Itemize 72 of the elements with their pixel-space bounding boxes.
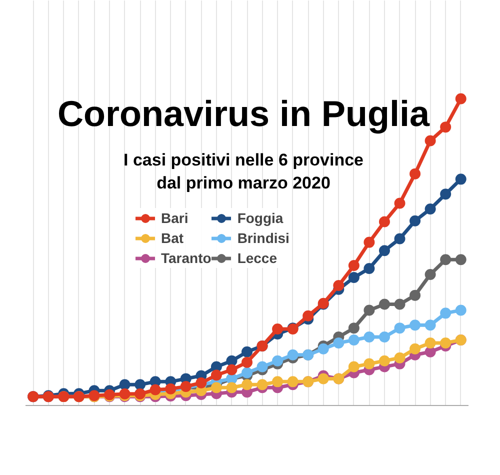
point bbox=[440, 308, 452, 319]
point bbox=[378, 332, 390, 342]
point bbox=[378, 298, 390, 310]
point bbox=[455, 93, 466, 104]
point bbox=[302, 310, 314, 322]
legend-label: Foggia bbox=[237, 210, 284, 226]
point bbox=[287, 376, 298, 388]
point bbox=[333, 280, 344, 291]
point bbox=[134, 379, 146, 390]
point bbox=[348, 361, 360, 372]
legend-label: Brindisi bbox=[237, 230, 290, 246]
point bbox=[455, 174, 466, 185]
point bbox=[242, 367, 252, 378]
legend-label: Bari bbox=[161, 210, 188, 226]
point bbox=[424, 268, 436, 280]
point bbox=[348, 334, 360, 346]
point bbox=[410, 290, 421, 301]
point bbox=[150, 384, 161, 396]
point bbox=[455, 304, 466, 316]
point bbox=[394, 352, 406, 364]
point bbox=[378, 245, 390, 256]
point bbox=[242, 379, 252, 390]
point bbox=[410, 343, 421, 354]
point bbox=[410, 320, 421, 331]
point bbox=[440, 254, 452, 266]
point bbox=[210, 370, 222, 381]
point bbox=[394, 322, 406, 334]
chart-title: Coronavirus in Puglia bbox=[57, 93, 431, 134]
point bbox=[440, 337, 452, 348]
point bbox=[440, 188, 452, 200]
point bbox=[440, 122, 452, 133]
point bbox=[256, 379, 268, 390]
point bbox=[348, 272, 360, 283]
point bbox=[210, 382, 222, 394]
point bbox=[424, 337, 436, 348]
point bbox=[348, 260, 360, 272]
point bbox=[410, 168, 421, 180]
point bbox=[119, 379, 130, 390]
point bbox=[364, 304, 375, 316]
legend-label: Taranto bbox=[161, 250, 212, 266]
point bbox=[318, 373, 329, 384]
legend-label: Bat bbox=[161, 230, 184, 246]
point bbox=[394, 198, 406, 209]
point bbox=[424, 346, 436, 358]
point bbox=[378, 355, 390, 366]
point bbox=[364, 332, 375, 342]
point bbox=[364, 236, 375, 248]
point bbox=[226, 382, 238, 394]
point bbox=[394, 233, 406, 244]
point bbox=[424, 320, 436, 331]
point bbox=[256, 361, 268, 372]
point bbox=[272, 376, 284, 388]
point bbox=[242, 356, 252, 368]
point bbox=[287, 349, 298, 360]
point bbox=[333, 337, 344, 348]
point bbox=[348, 322, 360, 334]
point bbox=[226, 364, 238, 376]
point bbox=[272, 355, 284, 366]
point bbox=[378, 216, 390, 228]
point bbox=[394, 298, 406, 310]
point bbox=[424, 135, 436, 146]
point bbox=[410, 215, 421, 226]
point bbox=[318, 343, 329, 354]
point bbox=[272, 323, 284, 334]
point bbox=[242, 346, 252, 358]
text: I casi positivi nelle 6 province dal primo marzo 2020 bbox=[124, 150, 364, 192]
point bbox=[424, 203, 436, 214]
point bbox=[364, 263, 375, 274]
point bbox=[226, 355, 238, 366]
point bbox=[364, 358, 375, 370]
legend-label: Lecce bbox=[237, 250, 278, 266]
point bbox=[455, 254, 466, 266]
